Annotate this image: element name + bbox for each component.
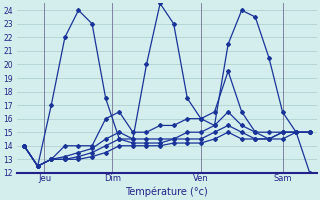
X-axis label: Température (°c): Température (°c) [125, 186, 208, 197]
